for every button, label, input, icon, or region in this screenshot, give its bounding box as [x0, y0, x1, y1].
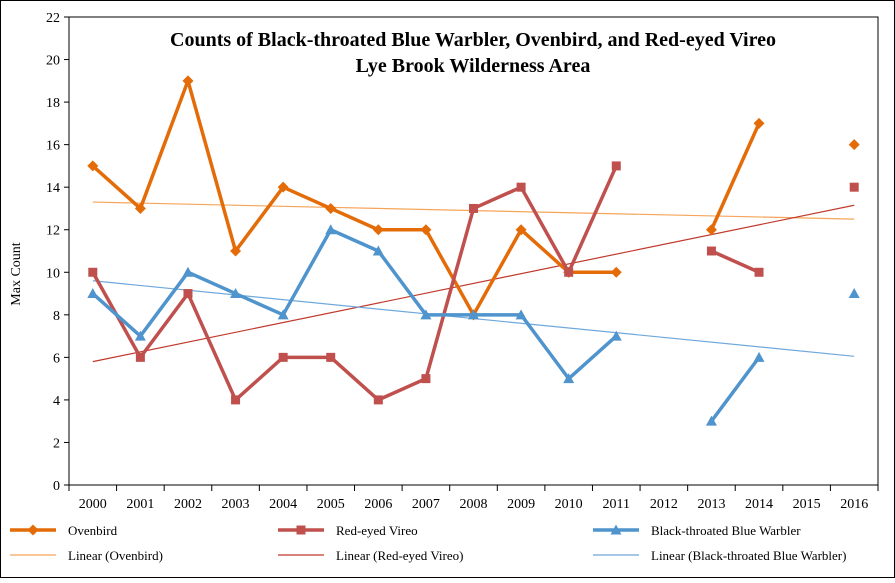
x-tick-label: 2005 — [317, 497, 345, 512]
data-point-2 — [849, 182, 859, 192]
data-point-2 — [326, 352, 336, 362]
y-tick-label: 14 — [46, 181, 60, 196]
data-point-1 — [182, 75, 194, 87]
y-tick-label: 18 — [46, 96, 60, 111]
legend-trend-label-3: Linear (Black-throated Blue Warbler) — [651, 548, 846, 563]
x-tick-label: 2012 — [650, 497, 678, 512]
x-tick-label: 2009 — [507, 497, 535, 512]
y-tick-label: 4 — [53, 394, 60, 409]
data-point-2 — [373, 395, 383, 405]
data-point-3 — [610, 330, 622, 341]
series-line-2 — [710, 249, 760, 274]
chart-title-line-1: Counts of Black-throated Blue Warbler, O… — [170, 29, 776, 51]
data-point-3 — [468, 309, 479, 320]
trendline-2 — [92, 204, 855, 363]
data-point-3 — [848, 288, 860, 299]
x-tick-label: 2016 — [840, 497, 868, 512]
x-tick-label: 2001 — [126, 497, 154, 512]
data-point-2 — [421, 374, 431, 384]
x-tick-label: 2007 — [412, 497, 440, 512]
data-point-1 — [610, 266, 622, 278]
data-point-2 — [88, 267, 98, 277]
data-point-1 — [230, 245, 242, 257]
data-point-1 — [134, 202, 146, 214]
data-point-2 — [231, 395, 241, 405]
legend-marker-2 — [296, 525, 306, 535]
data-point-3 — [705, 415, 717, 426]
legend-label-2: Red-eyed Vireo — [336, 523, 418, 538]
y-tick-label: 2 — [53, 436, 60, 451]
legend-label-3: Black-throated Blue Warbler — [651, 523, 801, 538]
x-tick-label: 2006 — [364, 497, 392, 512]
data-point-2 — [469, 203, 478, 213]
y-axis-label: Max Count — [9, 242, 24, 306]
y-tick-label: 12 — [46, 224, 60, 239]
x-tick-label: 2015 — [793, 497, 821, 512]
data-point-2 — [183, 289, 193, 299]
legend-trend-label-1: Linear (Ovenbird) — [68, 548, 163, 563]
data-point-1 — [515, 224, 527, 236]
data-point-2 — [278, 352, 288, 362]
data-point-1 — [87, 160, 99, 172]
series-line-3 — [710, 356, 761, 423]
data-point-3 — [325, 224, 337, 235]
data-point-1 — [848, 139, 860, 151]
series-line-1 — [709, 122, 761, 231]
x-tick-label: 2003 — [222, 497, 250, 512]
chart-title-line-2: Lye Brook Wilderness Area — [356, 55, 591, 77]
series-line-2 — [91, 165, 618, 402]
data-point-3 — [87, 288, 99, 299]
data-point-3 — [230, 288, 242, 299]
plot-area-border — [68, 16, 879, 486]
data-point-3 — [134, 330, 146, 341]
legend-marker-3 — [610, 524, 622, 535]
y-tick-label: 6 — [53, 351, 60, 366]
data-point-3 — [182, 266, 194, 277]
data-point-1 — [277, 181, 289, 193]
data-point-2 — [706, 246, 716, 256]
data-point-2 — [754, 267, 764, 277]
data-point-2 — [611, 161, 621, 171]
data-point-3 — [372, 245, 384, 256]
x-tick-label: 2014 — [745, 497, 773, 512]
data-point-1 — [325, 202, 337, 214]
data-point-3 — [277, 309, 289, 320]
x-tick-label: 2004 — [269, 497, 297, 512]
data-point-3 — [563, 373, 575, 384]
series-line-3 — [91, 227, 618, 381]
data-point-3 — [515, 309, 527, 320]
y-tick-label: 0 — [53, 479, 60, 494]
x-tick-label: 2000 — [79, 497, 107, 512]
data-point-1 — [420, 224, 432, 236]
legend-trend-label-2: Linear (Red-eyed Vireo) — [336, 548, 463, 563]
y-tick-label: 22 — [46, 11, 60, 26]
data-point-2 — [564, 267, 574, 277]
y-tick-label: 16 — [46, 139, 60, 154]
x-tick-label: 2011 — [603, 497, 630, 512]
x-tick-label: 2010 — [555, 497, 583, 512]
data-point-3 — [420, 309, 432, 320]
series-line-1 — [91, 79, 617, 317]
data-point-3 — [753, 351, 765, 362]
data-point-2 — [135, 352, 145, 362]
data-point-1 — [372, 224, 384, 236]
data-point-1 — [705, 224, 717, 236]
data-point-1 — [753, 117, 765, 129]
x-tick-label: 2008 — [460, 497, 488, 512]
legend-label-1: Ovenbird — [68, 523, 118, 538]
x-tick-label: 2013 — [697, 497, 725, 512]
y-tick-label: 8 — [53, 309, 60, 324]
x-tick-label: 2002 — [174, 497, 202, 512]
data-point-2 — [516, 182, 526, 192]
y-tick-label: 20 — [46, 54, 60, 69]
legend-marker-1 — [27, 524, 39, 536]
y-tick-label: 10 — [46, 266, 60, 281]
